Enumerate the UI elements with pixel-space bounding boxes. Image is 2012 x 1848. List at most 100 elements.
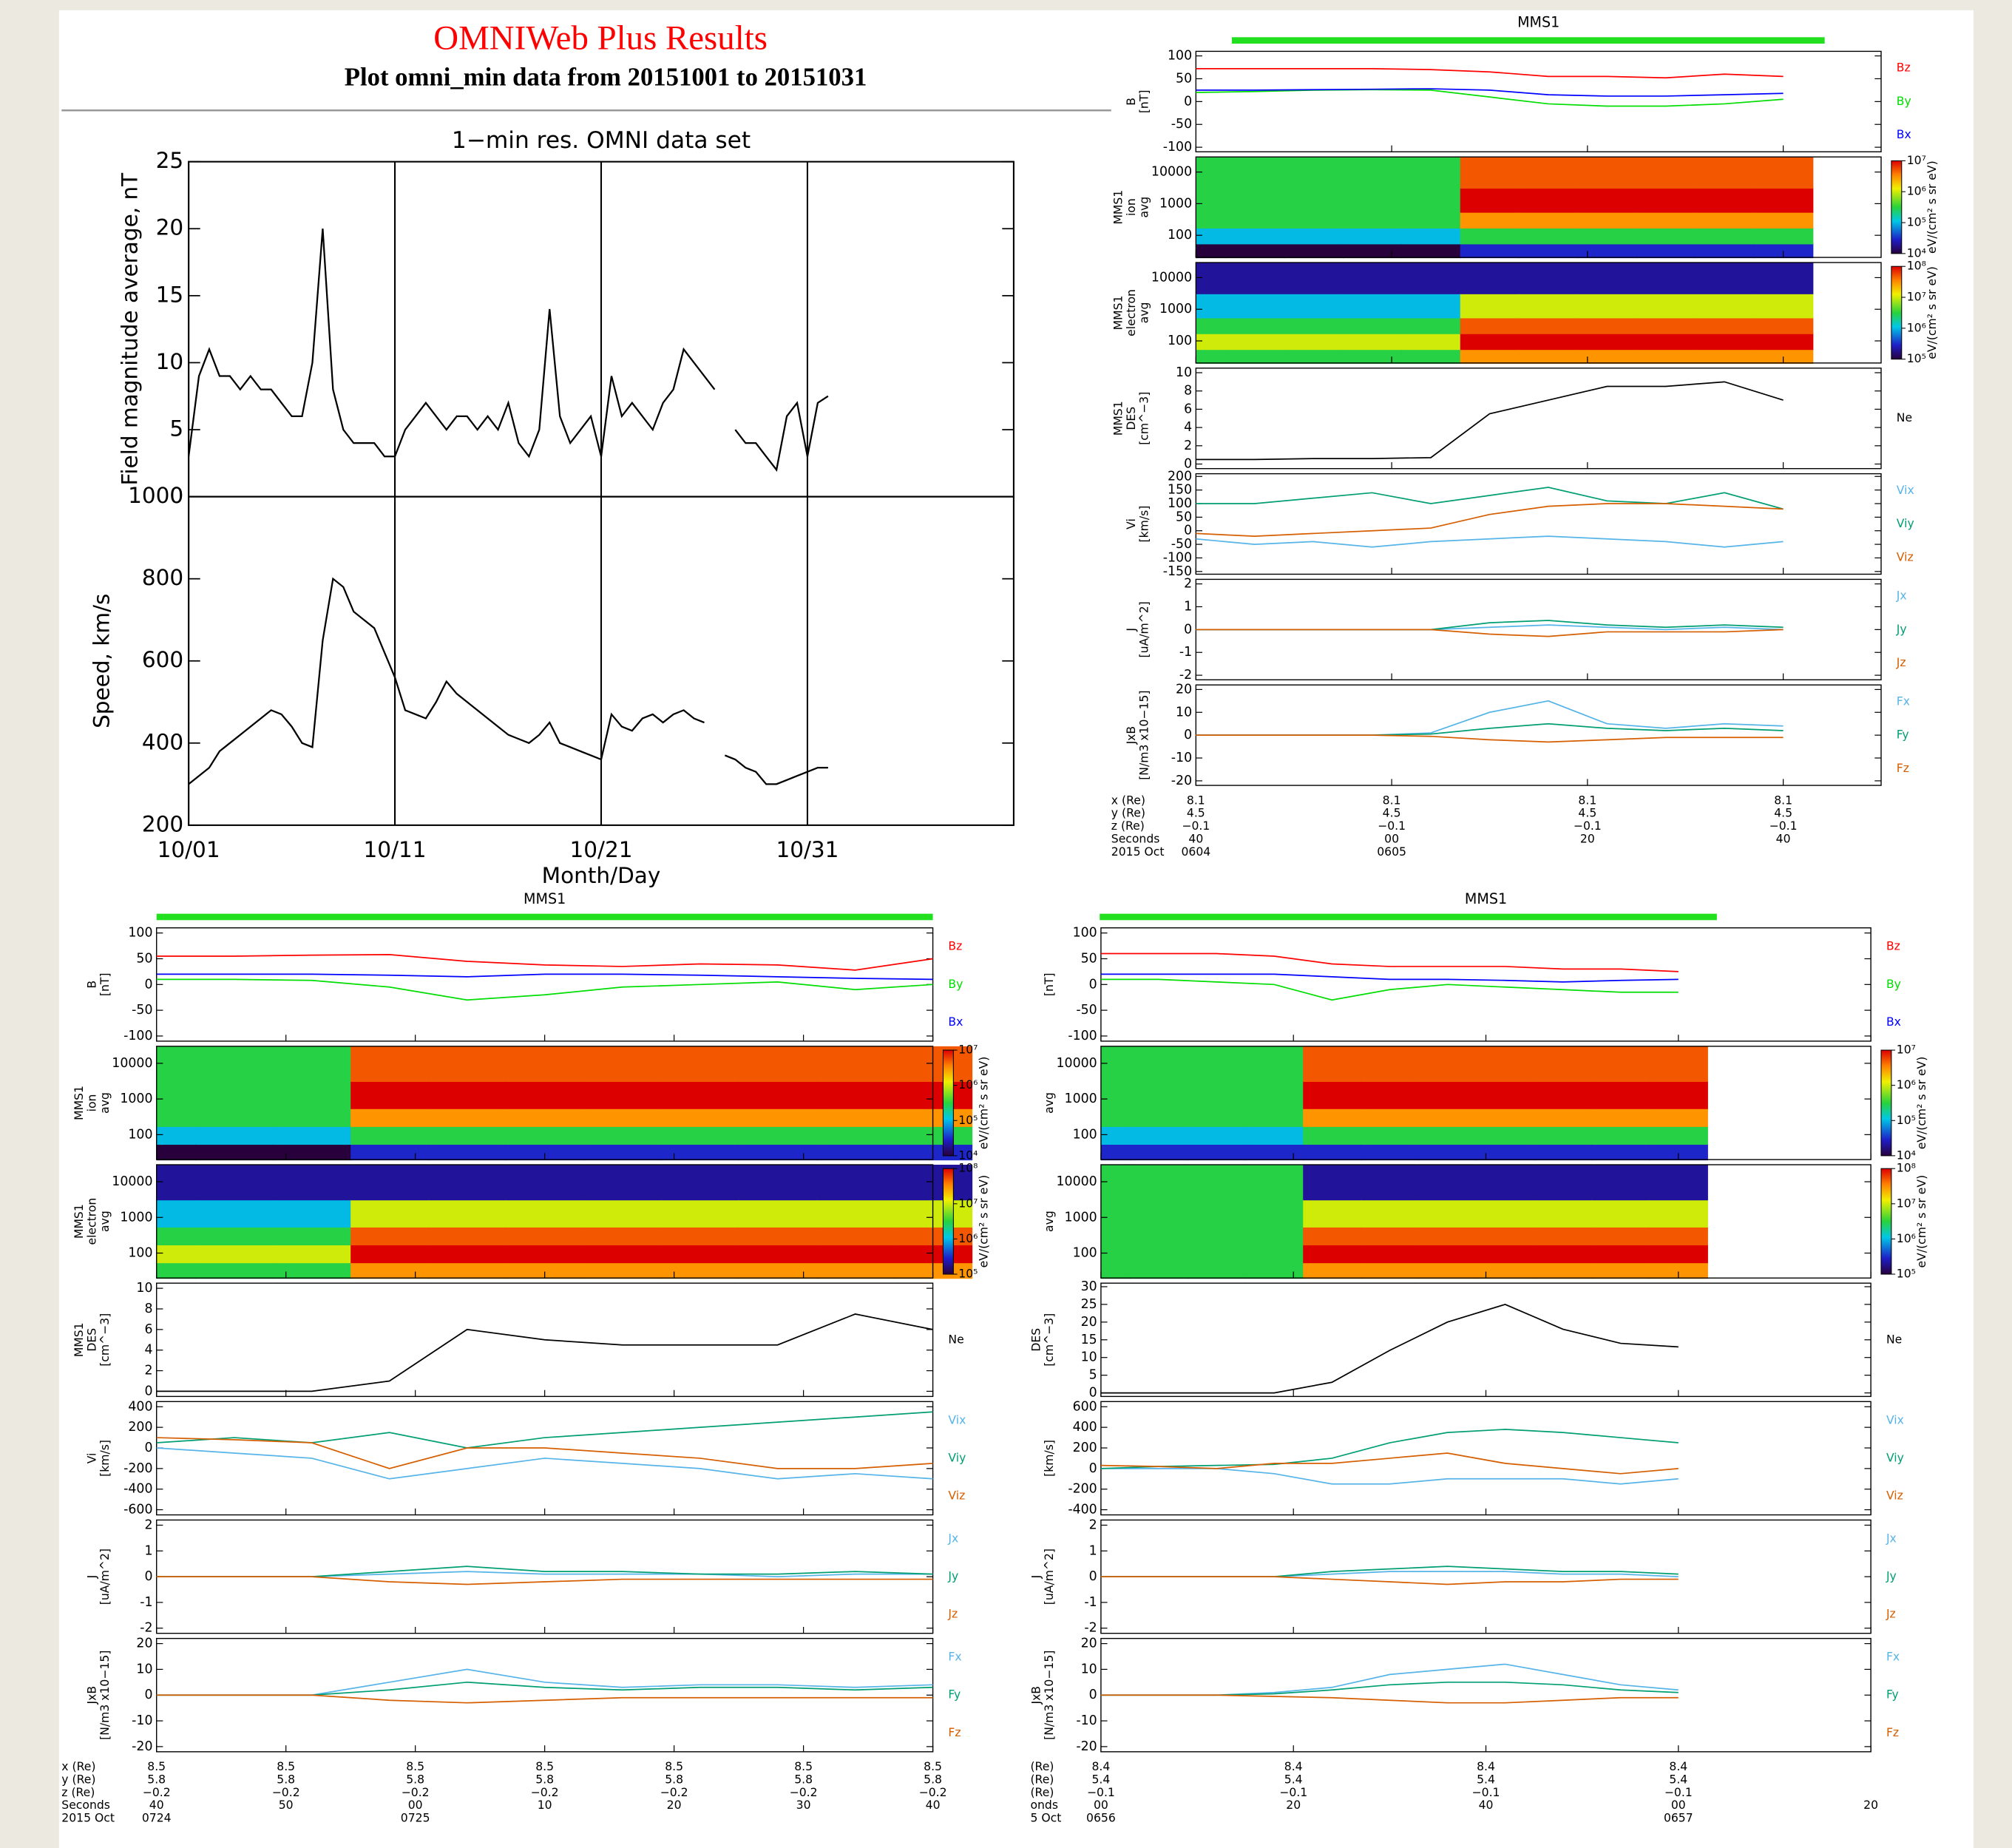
spectrogram-cell <box>350 1046 430 1083</box>
y-tick-label: 50 <box>136 951 152 966</box>
y-tick-label: -50 <box>1171 537 1192 552</box>
y-tick-label: 1000 <box>120 1210 152 1225</box>
spectrogram-cell <box>1342 211 1403 229</box>
ephemeris-value: 8.4 <box>1669 1760 1687 1773</box>
spectrogram-cell <box>1245 1080 1304 1109</box>
spectrogram-cell <box>350 1108 430 1127</box>
spectrogram-cell <box>1476 1126 1535 1145</box>
data-line <box>1100 1429 1679 1469</box>
spectrogram-cell <box>1342 333 1403 351</box>
colorbar-label: eV/(cm² s sr eV) <box>977 1057 990 1150</box>
ephemeris-value: 8.5 <box>406 1760 424 1773</box>
spectrogram-cell <box>1418 1126 1477 1145</box>
y-axis-label: ion <box>85 1094 98 1112</box>
spectrogram-cell <box>1225 211 1285 229</box>
legend-label: Bz <box>1886 940 1900 953</box>
y-axis-label: avg <box>1137 197 1151 218</box>
spectrogram-cell <box>1361 1245 1420 1264</box>
spectrogram-cell <box>739 1126 818 1145</box>
colorbar <box>1880 1049 1892 1157</box>
y-tick-label: 100 <box>1073 926 1097 941</box>
spectrogram-cell <box>1649 1165 1708 1201</box>
y-tick-label: 0 <box>1089 1461 1097 1476</box>
ephemeris-value: 4.5 <box>1774 807 1792 820</box>
spectrogram-cell <box>506 1165 585 1201</box>
x-tick-label: 40 <box>1776 832 1791 845</box>
spectrogram-cell <box>195 1108 274 1127</box>
y-tick-label: 200 <box>1168 469 1192 484</box>
spectrogram-cell <box>1476 1108 1535 1127</box>
legend-label: Jz <box>1896 656 1906 669</box>
ephemeris-row-label: (Re) <box>1030 1786 1054 1799</box>
y-tick-label: -600 <box>123 1503 152 1517</box>
spectrogram-cell <box>1460 333 1520 351</box>
y-tick-label: 0 <box>144 1441 152 1455</box>
spectrogram-cell <box>1418 1165 1477 1201</box>
spectrogram-cell <box>195 1080 274 1109</box>
x-tick-label: 00 <box>1094 1798 1108 1812</box>
hour-label: 0604 <box>1181 845 1210 859</box>
spectrogram-cell <box>1401 243 1461 259</box>
colorbar-label: eV/(cm² s sr eV) <box>977 1175 990 1268</box>
ephemeris-value: 4.5 <box>1578 807 1596 820</box>
y-tick-label: -100 <box>123 1029 152 1043</box>
colorbar-tick-label: 10⁴ <box>1907 246 1926 260</box>
y-tick-label: 10 <box>1081 1662 1097 1676</box>
spectrogram-cell <box>1245 1046 1304 1083</box>
chart-title: 1−min res. OMNI data set <box>452 127 751 154</box>
spectrogram-cell <box>1361 1126 1420 1145</box>
x-tick-label: 00 <box>1671 1798 1686 1812</box>
spectrogram-cell <box>350 1143 430 1161</box>
legend-label: By <box>1897 95 1911 108</box>
spectrogram-cell <box>1196 293 1227 319</box>
spectrogram-cell <box>1418 1226 1477 1246</box>
spectrogram-cell <box>506 1080 585 1109</box>
spectrogram-cell <box>1519 333 1579 351</box>
ephemeris-row-label: onds <box>1030 1798 1057 1812</box>
ephemeris-value: 8.5 <box>535 1760 554 1773</box>
spectrogram-cell <box>273 1126 352 1145</box>
x-tick-label: 40 <box>1479 1798 1494 1812</box>
spectrogram-cell <box>506 1126 585 1145</box>
spectrogram-cell <box>1753 349 1814 364</box>
data-line <box>187 229 829 473</box>
spectrogram-cell <box>1418 1108 1477 1127</box>
data-line <box>1100 978 1679 1001</box>
y-axis-label: J <box>85 1575 98 1580</box>
data-line <box>1100 1576 1679 1585</box>
y-axis-label: B <box>85 981 98 989</box>
legend-label: Vix <box>948 1413 966 1426</box>
spectrogram-cell <box>156 1108 197 1127</box>
y-tick-label: 200 <box>142 811 183 836</box>
y-tick-label: 200 <box>1073 1441 1097 1455</box>
y-tick-label: 600 <box>142 647 183 672</box>
spectrogram-cell <box>195 1046 274 1083</box>
y-tick-label: 4 <box>1184 420 1192 435</box>
legend-label: Jz <box>1886 1608 1896 1621</box>
spectrogram-cell <box>1476 1080 1535 1109</box>
colorbar-tick-label: 10⁶ <box>1907 321 1926 334</box>
spectrogram-cell <box>350 1165 430 1201</box>
legend-label: Ne <box>1897 411 1912 424</box>
spectrogram-cell <box>1636 263 1696 294</box>
y-axis-label: [N/m3 x10−15] <box>1137 691 1151 780</box>
y-tick-label: 10 <box>1176 705 1192 720</box>
ephemeris-value: 5.4 <box>1092 1773 1111 1787</box>
spectrogram-cell <box>1225 188 1285 213</box>
y-tick-label: 0 <box>1089 1386 1097 1401</box>
spectrogram-cell <box>1245 1143 1304 1161</box>
colorbar-tick-label: 10⁵ <box>1897 1267 1916 1281</box>
spectrogram-cell <box>1284 293 1344 319</box>
spectrogram-cell <box>428 1126 507 1145</box>
y-tick-label: -50 <box>1076 1003 1097 1018</box>
spectrogram-cell <box>350 1126 430 1145</box>
date-label: 5 Oct <box>1030 1812 1061 1825</box>
data-line <box>156 973 933 981</box>
y-tick-label: 400 <box>128 1399 152 1414</box>
spectrogram-cell <box>1225 263 1285 294</box>
spectrogram-cell <box>1342 263 1403 294</box>
spectrogram-cell <box>1695 349 1755 364</box>
y-axis-label: [uA/m^2] <box>98 1549 112 1605</box>
figure-title: MMS1 <box>524 891 566 907</box>
